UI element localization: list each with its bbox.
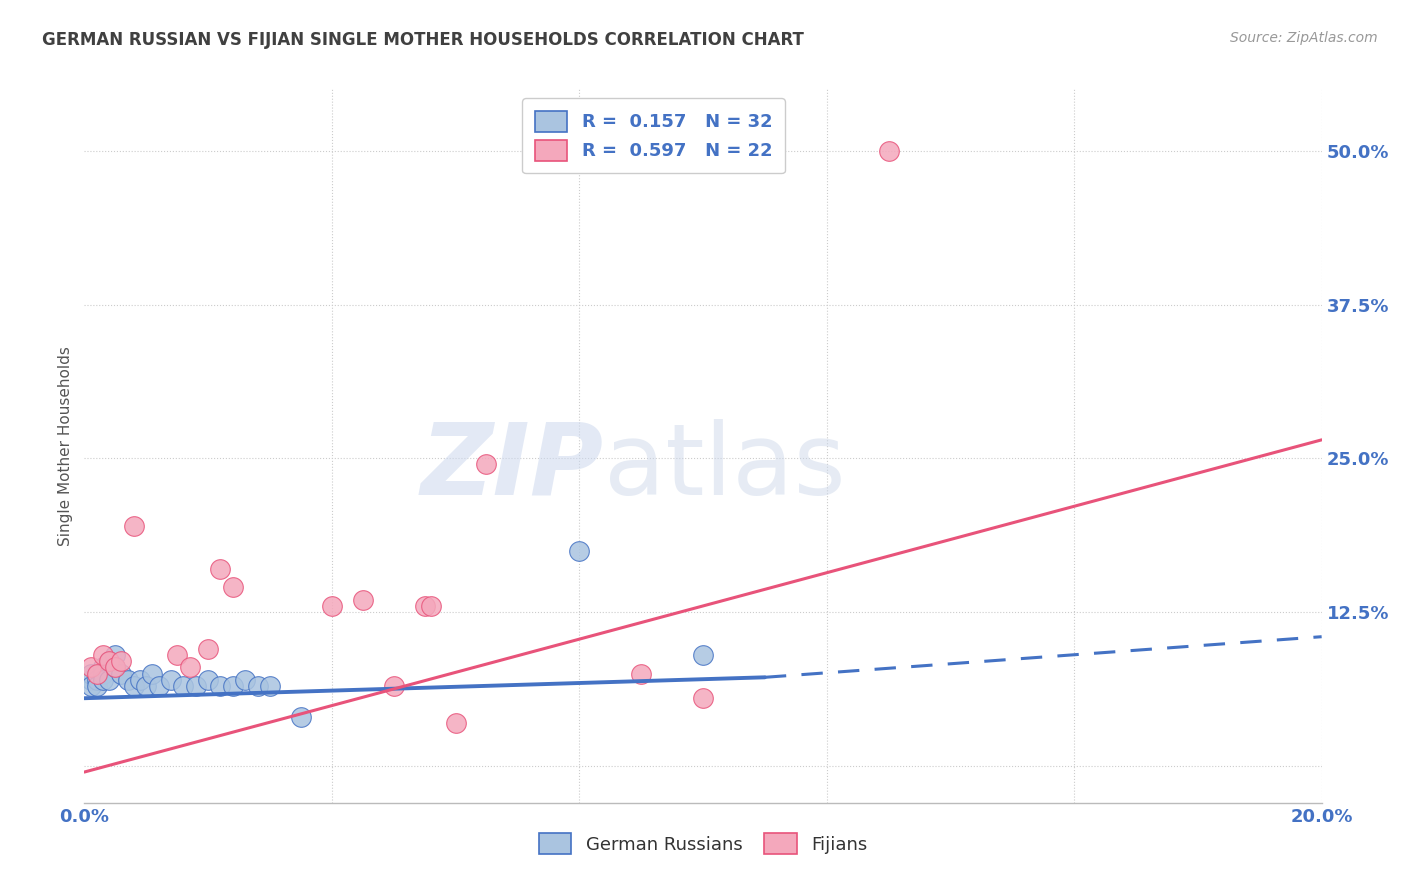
Point <box>98 654 121 668</box>
Point <box>321 599 343 613</box>
Point <box>222 581 245 595</box>
Point <box>382 679 405 693</box>
Point <box>630 666 652 681</box>
Point <box>290 709 312 723</box>
Point <box>79 660 101 674</box>
Point <box>117 673 139 687</box>
Point <box>104 648 127 662</box>
Point <box>246 679 269 693</box>
Point <box>692 691 714 706</box>
Point <box>259 679 281 693</box>
Point <box>104 660 127 674</box>
Point <box>79 673 101 687</box>
Point <box>91 666 114 681</box>
Point <box>197 642 219 657</box>
Point <box>352 592 374 607</box>
Point <box>172 679 194 693</box>
Point <box>129 673 152 687</box>
Point <box>91 660 114 674</box>
Point <box>413 599 436 613</box>
Point <box>222 679 245 693</box>
Point <box>110 654 132 668</box>
Point <box>86 673 108 687</box>
Y-axis label: Single Mother Households: Single Mother Households <box>58 346 73 546</box>
Point <box>122 519 145 533</box>
Text: GERMAN RUSSIAN VS FIJIAN SINGLE MOTHER HOUSEHOLDS CORRELATION CHART: GERMAN RUSSIAN VS FIJIAN SINGLE MOTHER H… <box>42 31 804 49</box>
Point <box>122 679 145 693</box>
Point <box>444 715 467 730</box>
Point <box>209 562 232 576</box>
Point <box>166 648 188 662</box>
Point <box>148 679 170 693</box>
Text: ZIP: ZIP <box>420 419 605 516</box>
Point <box>91 673 114 687</box>
Text: atlas: atlas <box>605 419 845 516</box>
Point <box>86 666 108 681</box>
Point <box>179 660 201 674</box>
Point <box>91 648 114 662</box>
Point <box>98 673 121 687</box>
Point <box>135 679 157 693</box>
Point <box>86 679 108 693</box>
Point <box>79 679 101 693</box>
Point <box>160 673 183 687</box>
Legend: German Russians, Fijians: German Russians, Fijians <box>531 826 875 862</box>
Point <box>197 673 219 687</box>
Point <box>692 648 714 662</box>
Point <box>110 666 132 681</box>
Point <box>184 679 207 693</box>
Point <box>104 660 127 674</box>
Text: Source: ZipAtlas.com: Source: ZipAtlas.com <box>1230 31 1378 45</box>
Point <box>877 144 900 158</box>
Point <box>209 679 232 693</box>
Point <box>233 673 256 687</box>
Point <box>419 599 441 613</box>
Point <box>141 666 163 681</box>
Point <box>86 666 108 681</box>
Point <box>79 666 101 681</box>
Point <box>475 458 498 472</box>
Point <box>568 543 591 558</box>
Point <box>98 654 121 668</box>
